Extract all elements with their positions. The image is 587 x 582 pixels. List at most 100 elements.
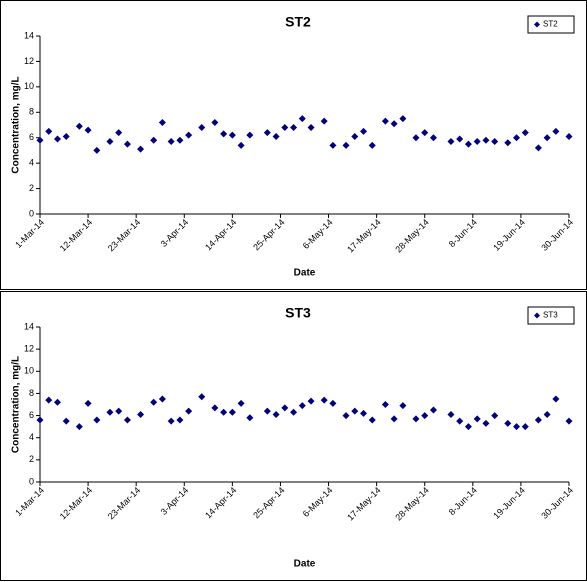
data-point xyxy=(281,124,289,132)
legend-box xyxy=(527,15,575,34)
data-point xyxy=(36,416,44,424)
data-point xyxy=(482,419,490,427)
data-point xyxy=(381,117,389,125)
y-tick-label: 8 xyxy=(29,388,34,398)
data-point xyxy=(412,134,420,142)
data-point xyxy=(84,399,92,407)
data-point xyxy=(473,138,481,146)
data-point xyxy=(552,395,560,403)
y-tick-label: 8 xyxy=(29,107,34,117)
data-point xyxy=(123,416,131,424)
y-axis-title: Concentration, mg/L xyxy=(11,76,22,173)
data-point xyxy=(106,138,114,146)
data-point xyxy=(298,115,306,123)
data-point xyxy=(167,417,175,425)
data-point xyxy=(198,393,206,401)
data-point xyxy=(158,395,166,403)
data-point xyxy=(534,416,542,424)
data-point xyxy=(272,132,280,140)
legend-label: ST3 xyxy=(543,311,558,320)
data-point xyxy=(456,135,464,143)
chart-title: ST2 xyxy=(285,14,311,30)
legend-marker xyxy=(534,312,540,319)
data-point xyxy=(543,134,551,142)
y-tick-label: 10 xyxy=(24,366,34,376)
data-point xyxy=(543,410,551,418)
data-point xyxy=(237,399,245,407)
data-point xyxy=(158,118,166,126)
data-point xyxy=(176,416,184,424)
data-point xyxy=(329,399,337,407)
data-point xyxy=(150,398,158,406)
data-point xyxy=(290,124,298,132)
data-point xyxy=(115,407,123,415)
data-point xyxy=(45,396,53,404)
data-point xyxy=(351,407,359,415)
data-point xyxy=(167,138,175,146)
data-point xyxy=(368,416,376,424)
data-point xyxy=(351,132,359,140)
data-point xyxy=(504,419,512,427)
data-point xyxy=(429,134,437,142)
data-point xyxy=(137,145,145,153)
data-point xyxy=(53,398,61,406)
data-point xyxy=(281,404,289,412)
data-point xyxy=(263,129,271,137)
data-point xyxy=(123,140,131,148)
y-tick-label: 6 xyxy=(29,132,34,142)
data-point xyxy=(513,423,521,431)
panel-frame xyxy=(0,291,587,581)
data-point xyxy=(237,141,245,149)
y-tick-label: 4 xyxy=(29,432,34,442)
data-point xyxy=(75,423,83,431)
data-point xyxy=(53,135,61,143)
data-point xyxy=(62,132,70,140)
data-point xyxy=(412,415,420,423)
data-point xyxy=(211,404,219,412)
data-point xyxy=(45,127,53,135)
data-point xyxy=(513,134,521,142)
y-tick-label: 12 xyxy=(24,344,34,354)
data-point xyxy=(228,408,236,416)
data-point xyxy=(246,414,254,422)
legend-marker xyxy=(534,21,540,28)
data-point xyxy=(399,115,407,123)
data-point xyxy=(220,130,228,138)
data-point xyxy=(565,417,573,425)
y-tick-label: 0 xyxy=(29,476,34,486)
data-point xyxy=(298,402,306,410)
x-axis-title: Date xyxy=(294,559,316,570)
data-point xyxy=(504,139,512,147)
y-tick-label: 2 xyxy=(29,183,34,193)
data-point xyxy=(447,138,455,146)
data-point xyxy=(290,408,298,416)
data-point xyxy=(307,124,315,132)
panel-frame xyxy=(0,0,587,290)
data-point xyxy=(329,141,337,149)
data-point xyxy=(521,423,529,431)
data-point xyxy=(36,136,44,144)
y-tick-label: 2 xyxy=(29,454,34,464)
y-tick-label: 12 xyxy=(24,56,34,66)
data-point xyxy=(390,415,398,423)
data-point xyxy=(185,131,193,139)
data-point xyxy=(360,127,368,135)
data-point xyxy=(368,141,376,149)
data-point xyxy=(399,402,407,410)
y-tick-label: 0 xyxy=(29,208,34,218)
data-point xyxy=(228,131,236,139)
data-point xyxy=(106,408,114,416)
data-point xyxy=(84,126,92,134)
y-tick-label: 14 xyxy=(24,321,34,331)
data-point xyxy=(115,129,123,137)
data-point xyxy=(320,117,328,125)
data-point xyxy=(220,408,228,416)
data-point xyxy=(75,122,83,130)
legend-box xyxy=(527,306,575,325)
data-point xyxy=(176,136,184,144)
y-tick-label: 14 xyxy=(24,30,34,40)
chart-title: ST3 xyxy=(285,305,311,321)
x-axis-title: Date xyxy=(294,268,316,279)
data-point xyxy=(473,415,481,423)
